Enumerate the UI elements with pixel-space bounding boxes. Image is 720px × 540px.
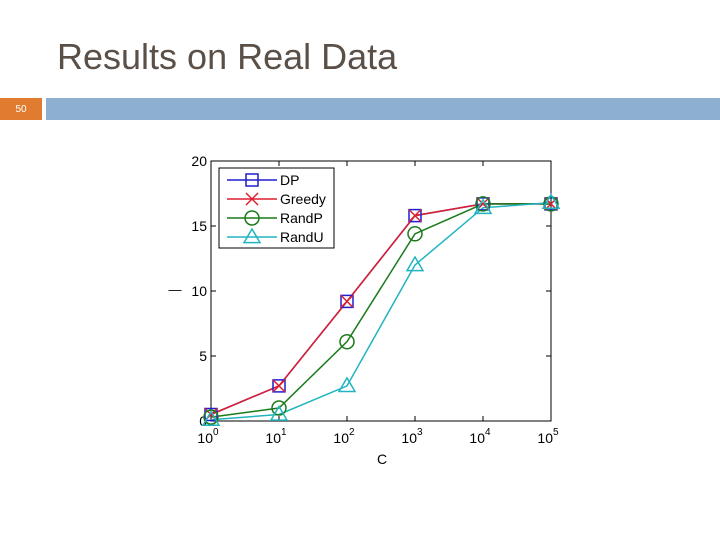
data-point-randp	[407, 226, 423, 242]
data-point-dp	[408, 208, 422, 223]
y-tick-label: 15	[191, 218, 207, 234]
data-point-randu	[201, 410, 221, 427]
y-tick-label: 5	[199, 348, 207, 364]
slide-title: Results on Real Data	[57, 36, 398, 77]
data-point-randu	[269, 405, 289, 421]
slide-number-badge: 50	[0, 98, 42, 120]
legend-marker-dp	[245, 173, 259, 187]
x-tick-label: 102	[333, 427, 355, 446]
data-point-randu	[337, 376, 357, 393]
data-point-randp	[203, 409, 219, 425]
legend-marker-randp	[244, 210, 260, 226]
y-axis-label: —	[169, 282, 182, 297]
y-tick-label: 10	[191, 283, 207, 299]
data-point-randp	[271, 400, 287, 416]
series-line-randp	[210, 203, 551, 418]
series-line-randu	[210, 201, 552, 421]
data-point-randp	[543, 196, 559, 212]
data-point-greedy	[408, 209, 422, 223]
data-point-randp	[475, 196, 491, 212]
data-point-randu	[405, 255, 425, 272]
legend-marker-greedy	[245, 192, 259, 206]
data-point-randu	[541, 193, 561, 209]
data-point-greedy	[272, 379, 286, 393]
legend-marker-randu	[242, 227, 262, 244]
data-point-greedy	[340, 294, 354, 308]
legend-label-randp: RandP	[280, 210, 323, 226]
x-tick-label: 100	[197, 427, 219, 446]
x-tick-label: 103	[401, 427, 423, 446]
x-tick-label: 101	[265, 427, 287, 446]
data-point-dp	[340, 294, 354, 309]
data-point-dp	[272, 379, 286, 393]
legend-label-greedy: Greedy	[280, 191, 326, 207]
data-point-randu	[473, 198, 493, 215]
y-tick-label: 20	[191, 153, 207, 169]
title-accent-bar	[46, 98, 720, 120]
data-point-dp	[476, 197, 490, 211]
data-point-randp	[339, 333, 355, 350]
x-tick-label: 104	[469, 427, 491, 446]
legend-box	[218, 167, 335, 249]
y-tick-label: 0	[199, 413, 207, 429]
legend-label-randu: RandU	[280, 229, 324, 245]
x-axis-label: C	[377, 451, 387, 467]
legend-label-dp: DP	[280, 172, 299, 188]
x-tick-label: 105	[537, 427, 559, 446]
